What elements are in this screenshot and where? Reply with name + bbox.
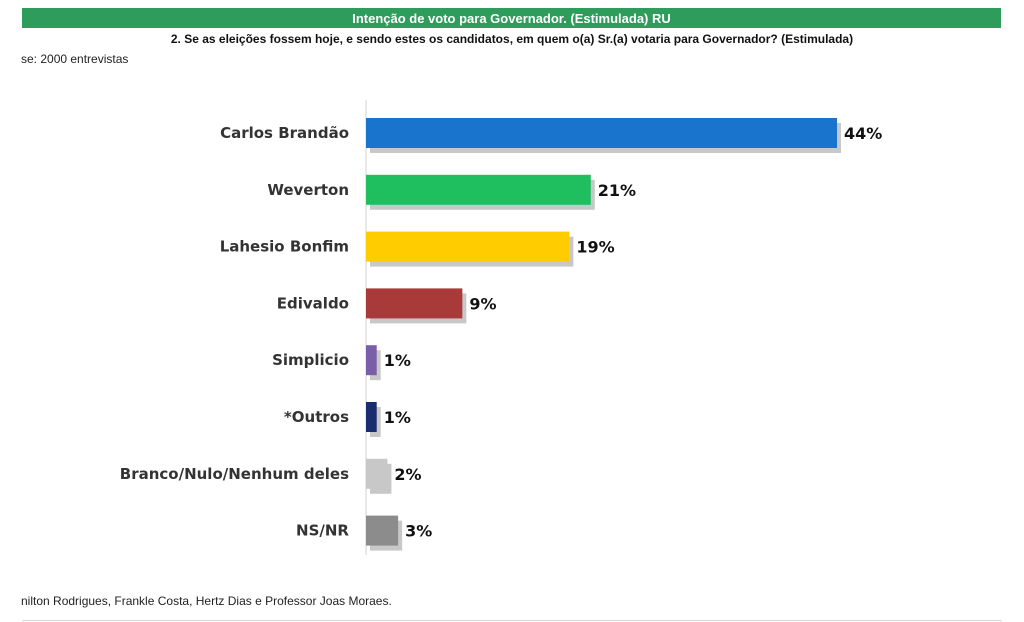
category-label-outros: *Outros (284, 408, 349, 426)
value-label-simplicio: 1% (384, 351, 411, 370)
bar-edivaldo (366, 288, 463, 319)
category-label-lahesio-bonfim: Lahesio Bonfim (220, 238, 349, 256)
sample-base: se: 2000 entrevistas (21, 52, 129, 66)
bar-ns-nr (366, 515, 399, 546)
header-bar: Intenção de voto para Governador. (Estim… (22, 8, 1001, 28)
category-label-ns-nr: NS/NR (296, 522, 349, 540)
category-label-simplicio: Simplicio (272, 351, 349, 369)
value-label-outros: 1% (384, 408, 411, 427)
bar-outros (366, 402, 377, 432)
bar-carlos-brand-o (366, 118, 837, 148)
question-text: 2. Se as eleições fossem hoje, e sendo e… (170, 32, 854, 46)
bar-branco-nulo-nenhum-deles (366, 458, 388, 489)
value-label-lahesio-bonfim: 19% (576, 238, 614, 257)
bar-lahesio-bonfim (366, 231, 570, 262)
header-title: Intenção de voto para Governador. (Estim… (352, 10, 671, 26)
value-label-weverton: 21% (598, 181, 636, 200)
category-label-edivaldo: Edivaldo (277, 294, 349, 312)
bars-layer: Carlos Brandão 44% Weverton 21% Lahesio Bonf… (120, 100, 882, 555)
footer-divider (22, 620, 1002, 621)
bar-weverton (366, 174, 591, 205)
category-label-carlos-brand-o: Carlos Brandão (220, 124, 349, 142)
bar-simplicio (366, 345, 377, 376)
value-label-edivaldo: 9% (469, 294, 496, 313)
value-label-carlos-brand-o: 44% (844, 124, 882, 143)
footer-text: nilton Rodrigues, Frankle Costa, Hertz D… (21, 594, 392, 608)
category-label-weverton: Weverton (267, 181, 349, 199)
value-label-branco-nulo-nenhum-deles: 2% (394, 465, 421, 484)
category-label-branco-nulo-nenhum-deles: Branco/Nulo/Nenhum deles (120, 465, 349, 483)
value-label-ns-nr: 3% (405, 522, 432, 541)
